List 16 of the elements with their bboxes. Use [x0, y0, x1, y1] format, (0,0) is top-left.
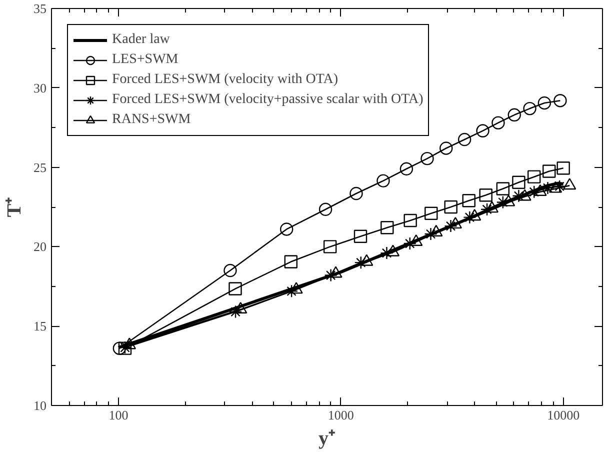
- y-tick-label: 10: [34, 398, 46, 413]
- x-tick-label: 100: [108, 408, 128, 422]
- legend-label: Forced LES+SWM (velocity with OTA): [112, 72, 338, 88]
- x-axis-title: y⁺: [318, 428, 336, 450]
- y-tick-label: 30: [34, 80, 46, 96]
- y-tick-label: 25: [34, 160, 46, 175]
- y-tick-label: 20: [34, 239, 46, 254]
- legend-label: LES+SWM: [112, 52, 178, 68]
- y-tick-label: 15: [34, 318, 46, 334]
- legend-label: Forced LES+SWM (velocity+passive scalar with OTA): [112, 92, 424, 108]
- legend-label: RANS+SWM: [112, 112, 191, 128]
- x-tick-label: 1000: [328, 408, 354, 422]
- x-tick-label: 10000: [547, 408, 580, 422]
- y-tick-label: 35: [34, 1, 46, 16]
- legend-label: Kader law: [112, 32, 170, 48]
- y-axis-title: T⁺: [4, 196, 26, 218]
